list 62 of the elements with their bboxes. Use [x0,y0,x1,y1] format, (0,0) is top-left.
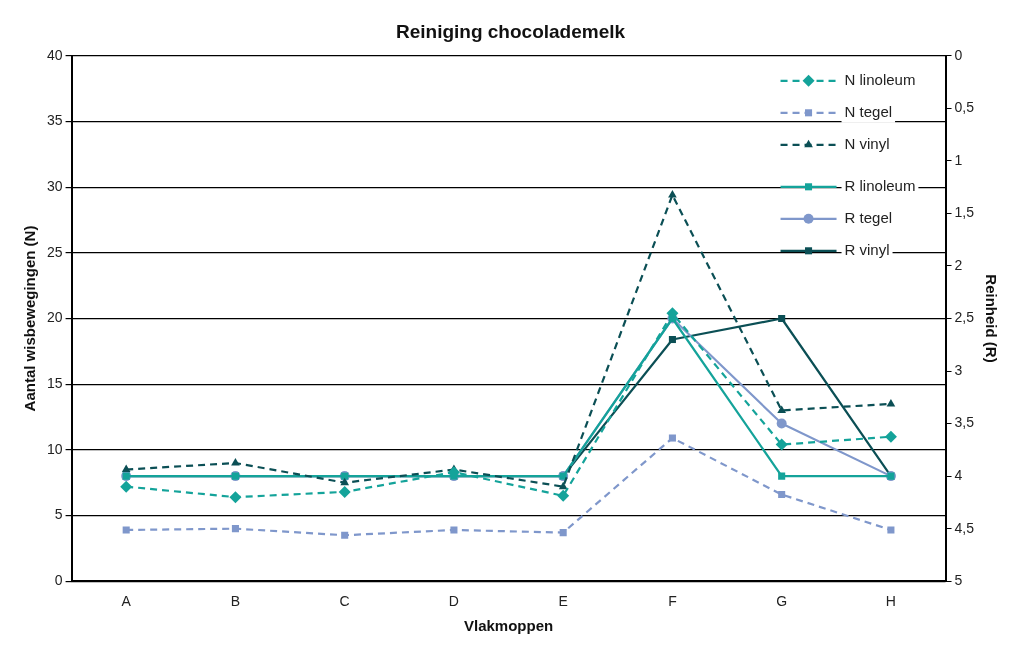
x-tick-label: D [448,593,459,610]
y-axis-title: Aantal wisbewegingen (N) [21,225,39,412]
y-tick-label: 25 [46,243,63,260]
legend-label: N vinyl [844,134,890,152]
point [778,490,786,499]
y2-tick-label: 1,5 [954,204,975,221]
point [886,398,896,407]
y2-tick-label: 0 [954,46,963,63]
y-tick-label: 5 [54,506,63,523]
x-tick-label: B [230,593,241,610]
legend-label: N linoleum [844,70,916,88]
y2-tick-label: 2 [954,256,963,273]
x-tick-label: H [885,593,896,610]
point [341,531,349,539]
y-tick-label: 0 [54,572,63,589]
legend-label: R tegel [844,208,893,226]
y-tick-label: 35 [46,112,63,129]
point [338,485,351,498]
y2-tick-label: 5 [954,572,963,589]
point [778,314,786,323]
point [558,481,568,490]
point [120,480,133,493]
point [777,405,786,413]
y-tick-label: 15 [46,375,63,392]
point [775,438,788,451]
y2-axis-title: Reinheid (R) [982,274,1000,363]
y2-tick-label: 4 [954,466,963,483]
legend-label: R linoleum [844,176,916,194]
point [557,489,570,502]
y-tick-label: 20 [46,309,63,326]
point [340,477,350,486]
point [884,430,897,443]
y2-tick-label: 3,5 [954,414,975,431]
y2-tick-label: 3 [954,361,963,378]
point [450,526,458,534]
x-tick-label: E [558,593,568,610]
x-tick-label: C [339,593,350,610]
point [122,526,130,534]
x-tick-label: G [776,593,788,610]
point [121,464,131,473]
point [668,434,676,442]
y-tick-label: 40 [46,46,63,63]
y-tick-label: 30 [46,178,63,195]
x-tick-label: A [121,593,132,610]
legend-label: R vinyl [844,240,890,258]
y2-tick-label: 2,5 [954,309,975,326]
point [668,335,676,344]
y2-tick-label: 0,5 [954,99,975,116]
x-axis-title: Vlakmoppen [463,617,554,635]
point [668,190,677,198]
point [778,472,786,480]
point [887,526,895,534]
y2-tick-label: 1 [954,151,963,168]
point [776,418,787,429]
x-tick-label: F [668,593,677,610]
point [229,491,242,504]
y-tick-label: 10 [46,440,63,457]
point [231,525,239,533]
legend-label: N tegel [844,102,893,120]
point [559,529,567,537]
chart-title: Reiniging chocolademelk [395,20,626,42]
y2-tick-label: 4,5 [954,519,975,536]
